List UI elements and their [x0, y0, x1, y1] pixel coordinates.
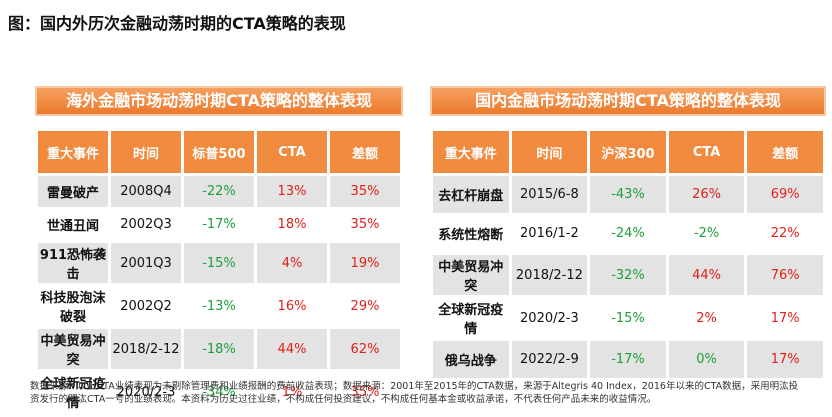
- table-cell: 18%: [277, 217, 307, 233]
- table-cell: 中美贸易冲突: [38, 329, 108, 369]
- header-cell: 差额: [330, 131, 400, 173]
- table-cell: 35%: [330, 176, 400, 207]
- header-cell: 时间: [511, 131, 588, 173]
- table-block: 海外金融市场动荡时期CTA策略的整体表现 重大事件 时间 标普500 CTA 差额 雷曼破产…: [35, 86, 403, 415]
- table-cell: 44%: [668, 255, 745, 295]
- table-cell: -17%: [590, 341, 666, 378]
- table-cell: 2002Q3: [120, 217, 172, 233]
- header-cell: CTA: [257, 131, 327, 173]
- table-cell: 35%: [350, 217, 380, 233]
- table-row: 俄乌战争 2022/2-9 -17% 0% 17%: [433, 341, 823, 378]
- table-cell: 1%: [281, 384, 303, 400]
- table-cell: -22%: [184, 176, 254, 207]
- table-cell: 2008Q4: [111, 176, 181, 207]
- table-cell: -17%: [202, 217, 236, 233]
- table: 重大事件 时间 标普500 CTA 差额 雷曼破产 2008Q4 -22% 13% 35% 世通丑闻…: [35, 128, 403, 415]
- table-row: 系统性熔断 2016/1-2 -24% -2% 22%: [433, 216, 823, 253]
- table-cell: -13%: [202, 298, 236, 314]
- table-cell: 13%: [257, 176, 327, 207]
- table-cell: 2002Q2: [120, 298, 172, 314]
- table-cell: 26%: [668, 176, 745, 213]
- table-cell: -43%: [590, 176, 666, 213]
- table-block: 国内金融市场动荡时期CTA策略的整体表现 重大事件 时间 沪深300 CTA 差额 去杠杆崩…: [430, 86, 826, 381]
- table-cell: 去杠杆崩盘: [433, 176, 509, 213]
- table-cell: 全球新冠疫情: [40, 377, 106, 411]
- header-cell: 重大事件: [433, 131, 509, 173]
- table-row: 世通丑闻 2002Q3 -17% 18% 35%: [38, 210, 400, 241]
- table-cell: 16%: [277, 298, 307, 314]
- table-cell: 2022/2-9: [511, 341, 588, 378]
- table: 重大事件 时间 沪深300 CTA 差额 去杠杆崩盘 2015/6-8 -43% 26% 69% 系…: [430, 128, 826, 381]
- table-cell: 2020/2-3: [520, 310, 579, 326]
- table-cell: -15%: [611, 310, 645, 326]
- table-cell: 中美贸易冲突: [433, 255, 509, 295]
- table-cell: 2%: [696, 310, 717, 326]
- table-row: 中美贸易冲突 2018/2-12 -32% 44% 76%: [433, 255, 823, 295]
- table-cell: 雷曼破产: [38, 176, 108, 207]
- footnote: 数据来源：以上CTA业绩表现为未剔除管理费和业绩报酬的费前收益表现；数据来源：2…: [30, 381, 799, 405]
- table-cell: -24%: [611, 226, 645, 242]
- table-row: 科技股泡沫破裂 2002Q2 -13% 16% 29%: [38, 286, 400, 326]
- header-row: 重大事件 时间 沪深300 CTA 差额: [433, 131, 823, 173]
- table-title: 海外金融市场动荡时期CTA策略的整体表现: [35, 86, 403, 116]
- table-cell: -32%: [590, 255, 666, 295]
- table-cell: 0%: [668, 341, 745, 378]
- table-cell: 系统性熔断: [438, 228, 504, 244]
- table-cell: 29%: [350, 298, 380, 314]
- table-row: 去杠杆崩盘 2015/6-8 -43% 26% 69%: [433, 176, 823, 213]
- table-cell: 17%: [747, 341, 823, 378]
- header-cell: 沪深300: [590, 131, 666, 173]
- table-cell: 全球新冠疫情: [438, 303, 504, 337]
- table-cell: 44%: [257, 329, 327, 369]
- table-cell: 2018/2-12: [111, 329, 181, 369]
- header-row: 重大事件 时间 标普500 CTA 差额: [38, 131, 400, 173]
- table-cell: -18%: [184, 329, 254, 369]
- header-cell: CTA: [668, 131, 745, 173]
- table-cell: 科技股泡沫破裂: [40, 291, 106, 325]
- table-cell: -2%: [693, 226, 720, 242]
- header-cell: 差额: [747, 131, 823, 173]
- header-cell: 重大事件: [38, 131, 108, 173]
- table-row: 全球新冠疫情 2020/2-3 -15% 2% 17%: [433, 298, 823, 338]
- table-cell: 69%: [747, 176, 823, 213]
- table-cell: 2016/1-2: [520, 226, 579, 242]
- header-cell: 标普500: [184, 131, 254, 173]
- table-cell: 911恐怖袭击: [38, 243, 108, 283]
- table-cell: 2015/6-8: [511, 176, 588, 213]
- table-cell: 世通丑闻: [46, 219, 99, 235]
- table-cell: 62%: [330, 329, 400, 369]
- table-cell: -34%: [202, 384, 236, 400]
- table-cell: 4%: [257, 243, 327, 283]
- table-row: 911恐怖袭击 2001Q3 -15% 4% 19%: [38, 243, 400, 283]
- table-cell: 19%: [330, 243, 400, 283]
- table-cell: -15%: [184, 243, 254, 283]
- table-cell: 35%: [350, 384, 380, 400]
- header-cell: 时间: [111, 131, 181, 173]
- table-cell: 76%: [747, 255, 823, 295]
- table-cell: 2018/2-12: [511, 255, 588, 295]
- table-cell: 17%: [770, 310, 800, 326]
- table-row: 全球新冠疫情 2020/2-3 -34% 1% 35%: [38, 372, 400, 412]
- table-title: 国内金融市场动荡时期CTA策略的整体表现: [430, 86, 826, 116]
- page-title: 图：国内外历次金融动荡时期的CTA策略的表现: [8, 14, 346, 33]
- table-cell: 2020/2-3: [116, 384, 176, 400]
- table-cell: 22%: [770, 226, 800, 242]
- table-cell: 俄乌战争: [433, 341, 509, 378]
- table-row: 中美贸易冲突 2018/2-12 -18% 44% 62%: [38, 329, 400, 369]
- table-cell: 2001Q3: [111, 243, 181, 283]
- table-row: 雷曼破产 2008Q4 -22% 13% 35%: [38, 176, 400, 207]
